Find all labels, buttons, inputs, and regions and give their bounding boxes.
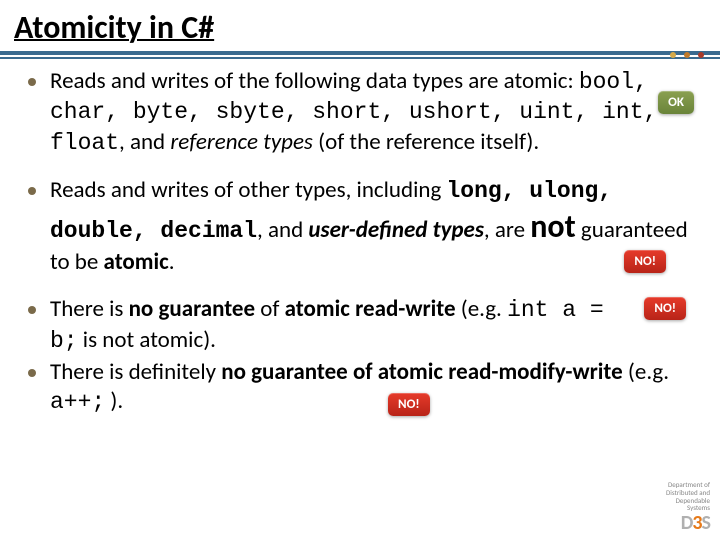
- b4-t3: (e.g.: [623, 358, 669, 386]
- dot-1: [670, 52, 676, 58]
- b1-pre: Reads and writes of the following data t…: [50, 67, 579, 95]
- bullet-marker: [28, 78, 36, 86]
- b3-t2: no guarantee: [129, 295, 261, 323]
- b3-t4: atomic read-write: [285, 295, 456, 323]
- bullet-4-text: There is definitely no guarantee of atom…: [50, 358, 692, 418]
- b2-atomic: atomic: [104, 248, 169, 276]
- b2-pre: Reads and writes of other types, includi…: [50, 176, 446, 204]
- b3-t3: of: [260, 295, 284, 323]
- b4-t2: no guarantee of atomic read-modify-write: [221, 358, 622, 386]
- b2-not: not: [530, 207, 575, 246]
- corner-dots: [670, 52, 704, 58]
- no-badge-3: NO!: [388, 393, 430, 416]
- b3-t6: is not atomic).: [78, 326, 216, 354]
- b4-t4: ).: [105, 387, 123, 415]
- b4-code: a++;: [50, 389, 105, 415]
- page-title: Atomicity in C#: [0, 0, 720, 51]
- b2-udt: user-defined types: [308, 216, 484, 244]
- content-area: Reads and writes of the following data t…: [0, 59, 720, 418]
- bullet-3: There is no guarantee of atomic read-wri…: [28, 295, 692, 356]
- ok-badge-1: OK: [658, 91, 694, 114]
- b2-dot: .: [169, 248, 175, 276]
- dot-3: [698, 52, 704, 58]
- bullet-marker: [28, 306, 36, 314]
- b1-ref: reference types: [170, 128, 313, 156]
- logo-mark: D3S: [666, 512, 710, 534]
- b3-t5: (e.g.: [456, 295, 508, 323]
- b3-t1: There is: [50, 295, 129, 323]
- bullet-marker: [28, 187, 36, 195]
- b1-mid: , and: [119, 128, 170, 156]
- bullet-marker: [28, 369, 36, 377]
- dot-2: [684, 52, 690, 58]
- bullet-1-text: Reads and writes of the following data t…: [50, 67, 692, 158]
- no-badge-1: NO!: [624, 250, 666, 273]
- divider-top: [0, 51, 720, 55]
- bullet-2: Reads and writes of other types, includi…: [28, 176, 692, 277]
- bullet-3-text: There is no guarantee of atomic read-wri…: [50, 295, 692, 356]
- no-badge-2: NO!: [644, 297, 686, 320]
- bullet-1: Reads and writes of the following data t…: [28, 67, 692, 158]
- b2-mid: , and: [257, 216, 308, 244]
- bullet-4: There is definitely no guarantee of atom…: [28, 358, 692, 418]
- bullet-2-text: Reads and writes of other types, includi…: [50, 176, 692, 277]
- b1-post: (of the reference itself).: [313, 128, 539, 156]
- b2-mid2: , are: [484, 216, 530, 244]
- b4-t1: There is definitely: [50, 358, 221, 386]
- footer-logo: Department of Distributed and Dependable…: [666, 481, 710, 534]
